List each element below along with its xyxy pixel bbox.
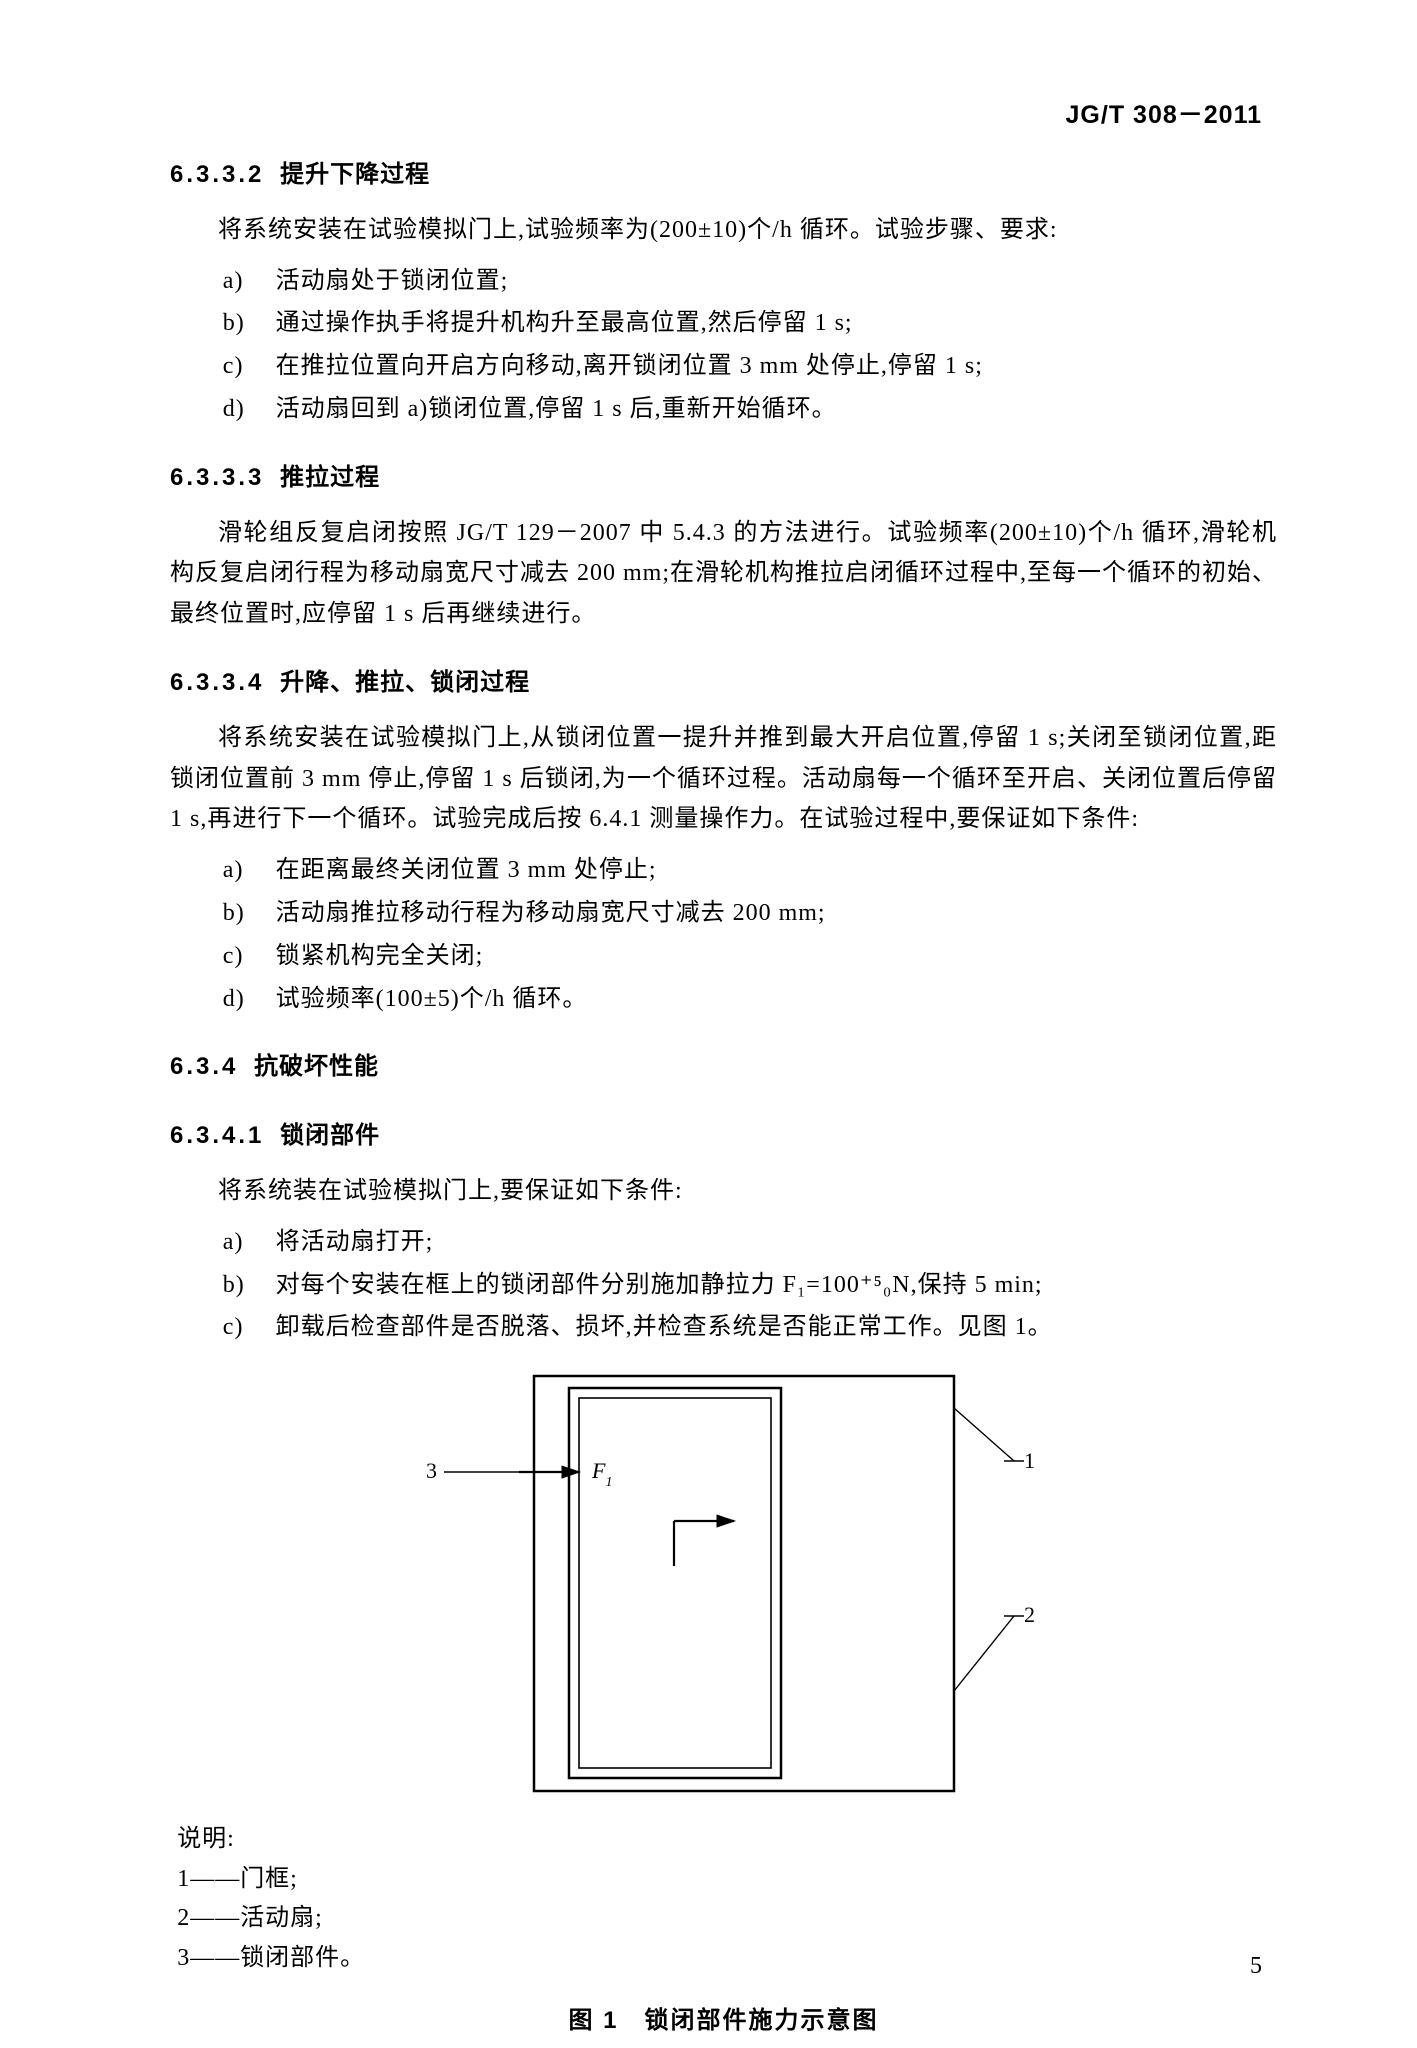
heading-title: 提升下降过程 [280,161,430,188]
content: 6.3.3.2 提升下降过程 将系统安装在试验模拟门上,试验频率为(200±10… [170,155,1277,2041]
list-item: a)活动扇处于锁闭位置; [223,261,1277,302]
list-text: 通过操作执手将提升机构升至最高位置,然后停留 1 s; [276,310,853,336]
heading-num: 6.3.3.3 [170,464,264,491]
list-marker: b) [223,1265,276,1306]
list-marker: b) [223,893,276,934]
heading-6-3-3-3: 6.3.3.3 推拉过程 [170,458,1277,499]
list-marker: a) [223,850,276,891]
heading-title: 推拉过程 [280,464,380,491]
list-marker: d) [223,979,276,1020]
figure-1: F1 1 2 3 [170,1366,1277,1806]
list-item: c)在推拉位置向开启方向移动,离开锁闭位置 3 mm 处停止,停留 1 s; [223,346,1277,387]
legend-item: 1——门框; [177,1860,1277,1900]
list-text: 锁紧机构完全关闭; [276,943,484,969]
heading-6-3-3-2: 6.3.3.2 提升下降过程 [170,155,1277,196]
page-number: 5 [1250,1953,1262,1980]
list-text: 活动扇处于锁闭位置; [276,268,509,294]
list-marker: a) [223,261,276,302]
paragraph: 滑轮组反复启闭按照 JG/T 129－2007 中 5.4.3 的方法进行。试验… [170,513,1277,635]
heading-6-3-4-1: 6.3.4.1 锁闭部件 [170,1116,1277,1157]
paragraph: 将系统安装在试验模拟门上,从锁闭位置一提升并推到最大开启位置,停留 1 s;关闭… [170,718,1277,840]
standard-code: JG/T 308－2011 [1066,95,1262,131]
list-text: 将活动扇打开; [276,1229,434,1255]
list-text: 试验频率(100±5)个/h 循环。 [276,986,588,1012]
list-item: d)活动扇回到 a)锁闭位置,停留 1 s 后,重新开始循环。 [223,389,1277,430]
list-marker: c) [223,936,276,977]
heading-6-3-4: 6.3.4 抗破坏性能 [170,1047,1277,1088]
list-item: b)活动扇推拉移动行程为移动扇宽尺寸减去 200 mm; [223,893,1277,934]
figure-caption: 图 1 锁闭部件施力示意图 [170,2001,1277,2042]
heading-6-3-3-4: 6.3.3.4 升降、推拉、锁闭过程 [170,663,1277,704]
list-marker: c) [223,346,276,387]
svg-text:F1: F1 [591,1458,612,1490]
list-marker: d) [223,389,276,430]
svg-text:3: 3 [426,1458,437,1483]
list-text: 活动扇回到 a)锁闭位置,停留 1 s 后,重新开始循环。 [276,396,837,422]
list: a)活动扇处于锁闭位置; b)通过操作执手将提升机构升至最高位置,然后停留 1 … [170,261,1277,430]
heading-num: 6.3.3.2 [170,161,264,188]
paragraph: 将系统装在试验模拟门上,要保证如下条件: [170,1171,1277,1212]
list-item: b)通过操作执手将提升机构升至最高位置,然后停留 1 s; [223,303,1277,344]
heading-num: 6.3.4 [170,1053,238,1080]
legend-item: 3——锁闭部件。 [177,1939,1277,1979]
list-item: c)锁紧机构完全关闭; [223,936,1277,977]
heading-num: 6.3.4.1 [170,1122,264,1149]
list-marker: b) [223,303,276,344]
legend-title: 说明: [177,1820,1277,1860]
heading-title: 抗破坏性能 [254,1053,379,1080]
figure-1-svg: F1 1 2 3 [404,1366,1044,1806]
svg-text:2: 2 [1024,1602,1035,1627]
page: JG/T 308－2011 6.3.3.2 提升下降过程 将系统安装在试验模拟门… [0,0,1417,2048]
list-marker: c) [223,1307,276,1348]
list-text: 在推拉位置向开启方向移动,离开锁闭位置 3 mm 处停止,停留 1 s; [276,353,983,379]
list-item: d)试验频率(100±5)个/h 循环。 [223,979,1277,1020]
list-item: a)将活动扇打开; [223,1222,1277,1263]
list-text: 在距离最终关闭位置 3 mm 处停止; [276,857,657,883]
list: a)在距离最终关闭位置 3 mm 处停止; b)活动扇推拉移动行程为移动扇宽尺寸… [170,850,1277,1019]
list-text: 活动扇推拉移动行程为移动扇宽尺寸减去 200 mm; [276,900,826,926]
heading-title: 升降、推拉、锁闭过程 [280,669,530,696]
list-text: 卸载后检查部件是否脱落、损坏,并检查系统是否能正常工作。见图 1。 [276,1314,1053,1340]
heading-num: 6.3.3.4 [170,669,264,696]
heading-title: 锁闭部件 [280,1122,380,1149]
svg-text:1: 1 [1024,1448,1035,1473]
list-item: a)在距离最终关闭位置 3 mm 处停止; [223,850,1277,891]
paragraph: 将系统安装在试验模拟门上,试验频率为(200±10)个/h 循环。试验步骤、要求… [170,210,1277,251]
list: a)将活动扇打开; b)对每个安装在框上的锁闭部件分别施加静拉力 F₁=100⁺… [170,1222,1277,1348]
list-text: 对每个安装在框上的锁闭部件分别施加静拉力 F₁=100⁺⁵₀N,保持 5 min… [276,1272,1043,1298]
list-item: c)卸载后检查部件是否脱落、损坏,并检查系统是否能正常工作。见图 1。 [223,1307,1277,1348]
list-item: b)对每个安装在框上的锁闭部件分别施加静拉力 F₁=100⁺⁵₀N,保持 5 m… [223,1265,1277,1306]
legend-item: 2——活动扇; [177,1899,1277,1939]
list-marker: a) [223,1222,276,1263]
figure-legend: 说明: 1——门框; 2——活动扇; 3——锁闭部件。 [170,1820,1277,1978]
